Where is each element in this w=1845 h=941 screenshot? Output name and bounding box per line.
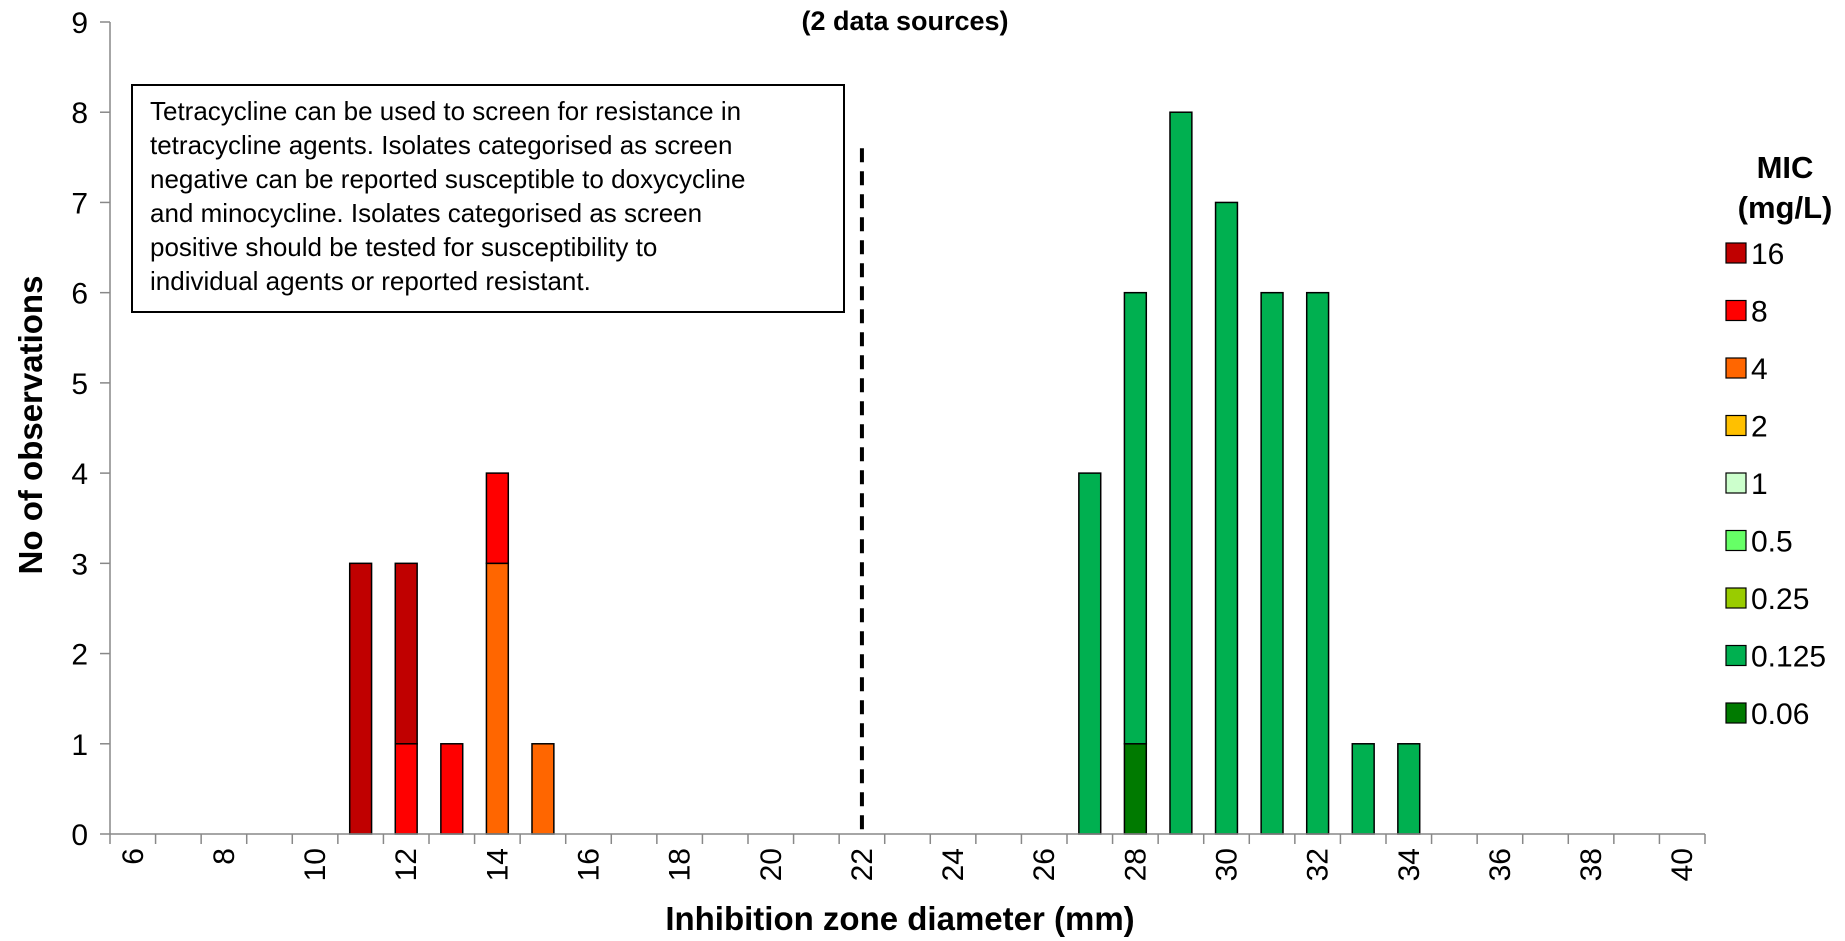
- y-tick-label: 5: [71, 368, 88, 401]
- chart-title: (2 data sources): [801, 6, 1008, 36]
- legend-label-0.06: 0.06: [1751, 698, 1809, 731]
- legend-swatch-8: [1725, 299, 1747, 322]
- bar-segment-14-8: [485, 472, 510, 565]
- y-tick-label: 0: [71, 819, 88, 852]
- legend-swatch-0.125: [1725, 644, 1747, 667]
- x-tick-label: 24: [937, 848, 970, 881]
- bar-segment-12-8: [394, 743, 418, 835]
- y-tick-label: 4: [71, 458, 88, 491]
- y-tick-label: 2: [71, 639, 88, 672]
- x-tick-label: 20: [755, 848, 788, 881]
- x-tick-label: 26: [1028, 848, 1061, 881]
- bar-segment-13-8: [440, 743, 464, 835]
- legend-swatch-0.06: [1725, 702, 1747, 724]
- annotation-line: Tetracycline can be used to screen for r…: [150, 96, 741, 126]
- bar-segment-34-0.125: [1397, 743, 1421, 835]
- legend-label-4: 4: [1751, 353, 1768, 386]
- legend-swatch-1: [1725, 472, 1747, 494]
- bar-segment-15-4: [531, 743, 555, 835]
- legend-label-0.125: 0.125: [1751, 641, 1826, 674]
- bar-segment-14-4: [485, 562, 510, 835]
- legend-swatch-16: [1725, 242, 1747, 264]
- legend-swatch-2: [1725, 414, 1747, 437]
- annotation-line: and minocycline. Isolates categorised as…: [150, 198, 702, 228]
- legend-label-8: 8: [1751, 296, 1768, 329]
- bar-segment-27-0.125: [1078, 472, 1102, 835]
- bar-segment-11-16: [348, 562, 373, 835]
- legend-title: MIC: [1757, 150, 1814, 185]
- x-tick-label: 12: [390, 848, 423, 881]
- x-tick-label: 38: [1575, 848, 1608, 881]
- x-axis-label: Inhibition zone diameter (mm): [665, 900, 1134, 937]
- annotation-line: individual agents or reported resistant.: [150, 266, 591, 296]
- legend-swatch-4: [1725, 357, 1747, 379]
- y-tick-label: 8: [71, 97, 88, 130]
- legend-label-0.25: 0.25: [1751, 583, 1809, 616]
- y-axis-label: No of observations: [12, 276, 49, 575]
- bar-segment-28-0.06: [1123, 743, 1148, 835]
- x-tick-label: 14: [481, 848, 514, 881]
- x-tick-label: 8: [208, 848, 241, 865]
- x-tick-label: 40: [1666, 848, 1699, 881]
- annotation-box: Tetracycline can be used to screen for r…: [131, 84, 845, 313]
- y-tick-label: 9: [71, 7, 88, 40]
- bar-segment-30-0.125: [1214, 201, 1239, 835]
- y-tick-label: 7: [71, 187, 88, 220]
- legend-label-16: 16: [1751, 238, 1784, 271]
- x-tick-label: 30: [1211, 848, 1244, 881]
- y-tick-label: 3: [71, 548, 88, 581]
- annotation-line: positive should be tested for susceptibi…: [150, 232, 657, 262]
- x-tick-label: 28: [1119, 848, 1152, 881]
- legend-title: (mg/L): [1738, 190, 1833, 225]
- legend: MIC (mg/L) 16 8 4 2 1 0.5 0.25 0.125 0.06: [1725, 150, 1833, 731]
- x-tick-label: 34: [1393, 848, 1426, 881]
- y-tick-label: 6: [71, 278, 88, 311]
- legend-swatch-0.5: [1725, 529, 1747, 552]
- x-tick-label: 10: [299, 848, 332, 881]
- bar-segment-33-0.125: [1351, 743, 1375, 835]
- bar-segment-31-0.125: [1260, 291, 1284, 835]
- y-tick-label: 1: [71, 729, 88, 762]
- bar-segment-12-16: [394, 562, 418, 745]
- legend-label-0.5: 0.5: [1751, 526, 1793, 559]
- legend-swatch-0.25: [1725, 587, 1747, 609]
- bar-segment-29-0.125: [1169, 111, 1193, 835]
- annotation-line: negative can be reported susceptible to …: [150, 164, 745, 194]
- annotation-text: Tetracycline can be used to screen for r…: [150, 96, 745, 296]
- x-tick-label: 16: [573, 848, 606, 881]
- x-tick-label: 32: [1302, 848, 1335, 881]
- x-tick-label: 36: [1484, 848, 1517, 881]
- x-tick-label: 22: [846, 848, 879, 881]
- x-tick-label: 18: [664, 848, 697, 881]
- bar-segment-32-0.125: [1305, 291, 1330, 835]
- bar-segment-28-0.125: [1123, 291, 1148, 745]
- legend-label-2: 2: [1751, 411, 1768, 444]
- legend-label-1: 1: [1751, 468, 1768, 501]
- annotation-line: tetracycline agents. Isolates categorise…: [150, 130, 732, 160]
- x-tick-label: 6: [117, 848, 150, 865]
